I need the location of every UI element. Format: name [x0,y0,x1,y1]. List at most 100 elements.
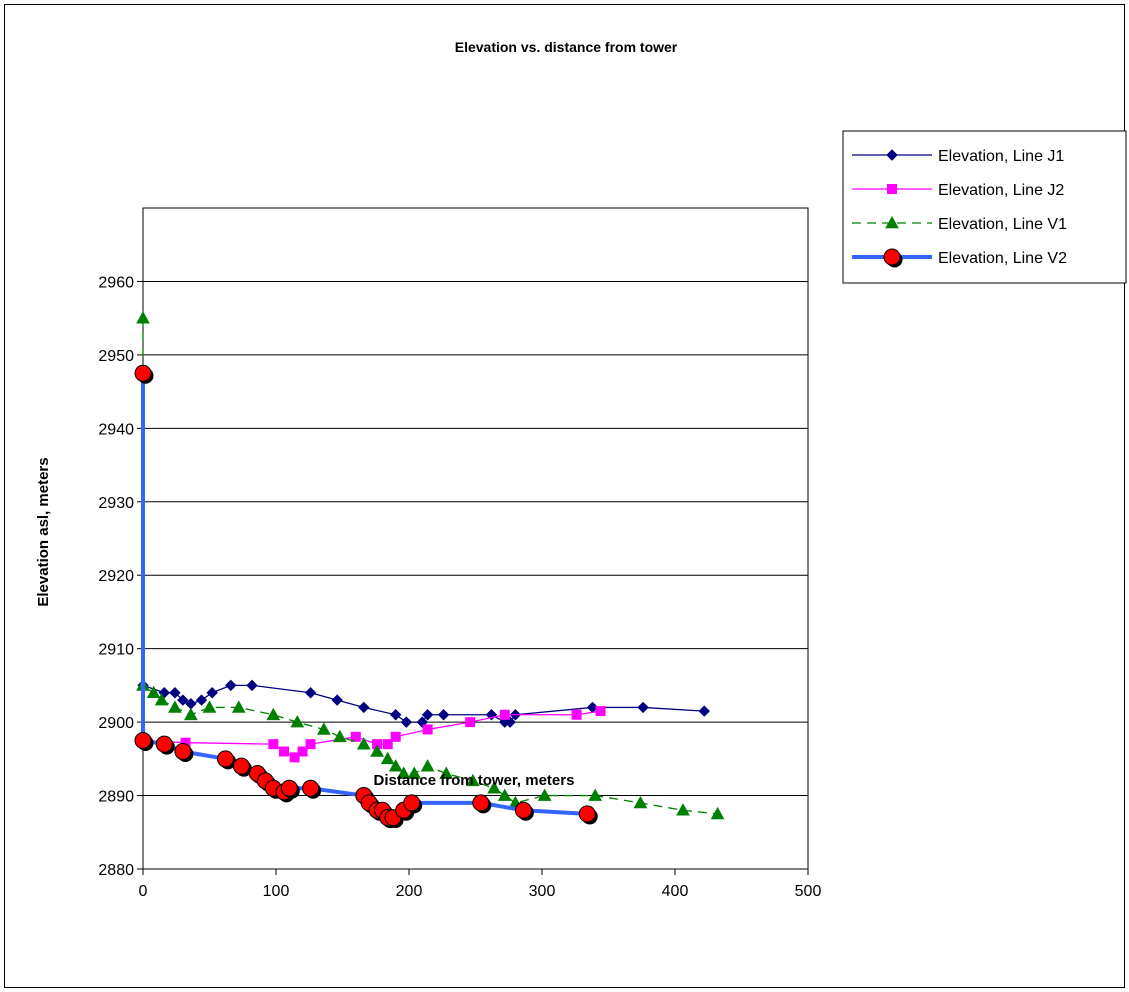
data-point [499,709,510,720]
data-point [497,788,512,801]
data-point [206,687,218,699]
series-4 [134,364,598,829]
x-tick-label: 500 [795,883,822,900]
plot-border [142,207,809,870]
data-point [588,788,603,801]
y-axis-ticks: 2880 2890 2900 2910 2920 2930 2940 2950 2960 [98,274,143,879]
legend-label: Elevation, Line V2 [938,250,1067,267]
data-point [174,742,194,762]
y-axis-title: Elevation asl, meters [35,457,52,606]
gridlines [143,280,808,797]
y-tick-label: 2930 [98,495,134,512]
data-point [278,746,289,757]
series-layer [134,311,725,829]
y-tick-label: 2940 [98,421,134,438]
data-point [202,700,217,713]
data-point [388,759,403,772]
x-tick-label: 300 [529,883,556,900]
y-tick-label: 2910 [98,642,134,659]
x-tick-label: 100 [263,883,290,900]
y-tick-label: 2960 [98,274,134,291]
data-point [231,700,246,713]
data-point [710,806,725,820]
data-point [195,694,208,706]
data-point [305,739,316,750]
data-point [382,739,393,750]
y-tick-label: 2890 [98,789,134,806]
data-point [266,707,281,721]
legend-item: Elevation, Line J1 [852,148,1064,165]
data-point [437,709,450,721]
data-point [289,752,300,763]
plot-area [142,207,809,870]
data-point [698,705,710,717]
data-point [302,779,322,799]
data-point [595,706,606,717]
data-point [290,715,305,728]
data-point [487,781,501,794]
data-point [168,700,182,713]
data-point [358,701,370,714]
data-point [184,707,198,721]
data-point [537,788,552,801]
legend-marker [885,215,899,229]
x-tick-label: 400 [662,883,689,900]
legend-label: Elevation, Line V1 [938,216,1067,233]
legend-marker [883,248,903,268]
legend-item: Elevation, Line V2 [852,248,1067,268]
data-point [421,709,434,721]
y-tick-label: 2950 [98,348,134,365]
data-point [146,685,161,699]
data-point [155,735,175,755]
legend-label: Elevation, Line J2 [938,182,1064,199]
data-point [465,773,480,787]
data-point [304,687,317,699]
data-point [637,701,649,714]
data-point [225,679,237,692]
data-point [472,794,492,814]
data-point [571,709,582,720]
data-point [268,739,279,750]
x-tick-label: 200 [396,883,423,900]
y-tick-label: 2920 [98,568,134,585]
data-point [422,724,433,735]
legend-label: Elevation, Line J1 [938,148,1064,165]
data-point [676,803,690,816]
data-point [465,717,476,728]
legend-marker [886,149,898,161]
legend-item: Elevation, Line J2 [852,182,1064,199]
data-point [439,766,454,779]
data-point [420,759,435,772]
data-point [380,751,395,765]
data-point [578,805,598,825]
data-point [297,746,308,757]
chart-title: Elevation vs. distance from tower [455,39,678,55]
series-line [142,710,601,759]
legend-item: Elevation, Line V1 [852,215,1067,233]
data-point [169,687,181,699]
x-axis-ticks: 0 100 200 300 400 500 [139,869,822,900]
data-point [633,795,648,809]
y-tick-label: 2900 [98,715,134,732]
data-point [389,709,402,721]
data-point [514,801,534,821]
data-point [134,731,154,751]
data-point [403,794,423,814]
data-point [246,679,258,692]
data-point [177,694,189,706]
data-point [232,757,252,777]
data-point [216,750,236,770]
data-point [350,731,361,742]
data-point [136,311,150,324]
legend: Elevation, Line J1 Elevation, Line J2 Elev… [842,130,1127,284]
data-point [332,729,347,743]
x-axis-title: Distance from tower, meters [374,772,575,789]
data-point [154,693,169,706]
data-point [356,737,371,750]
data-point [370,744,384,757]
data-point [396,766,411,779]
data-point [407,766,422,779]
data-point [280,779,300,799]
data-point [390,731,401,742]
